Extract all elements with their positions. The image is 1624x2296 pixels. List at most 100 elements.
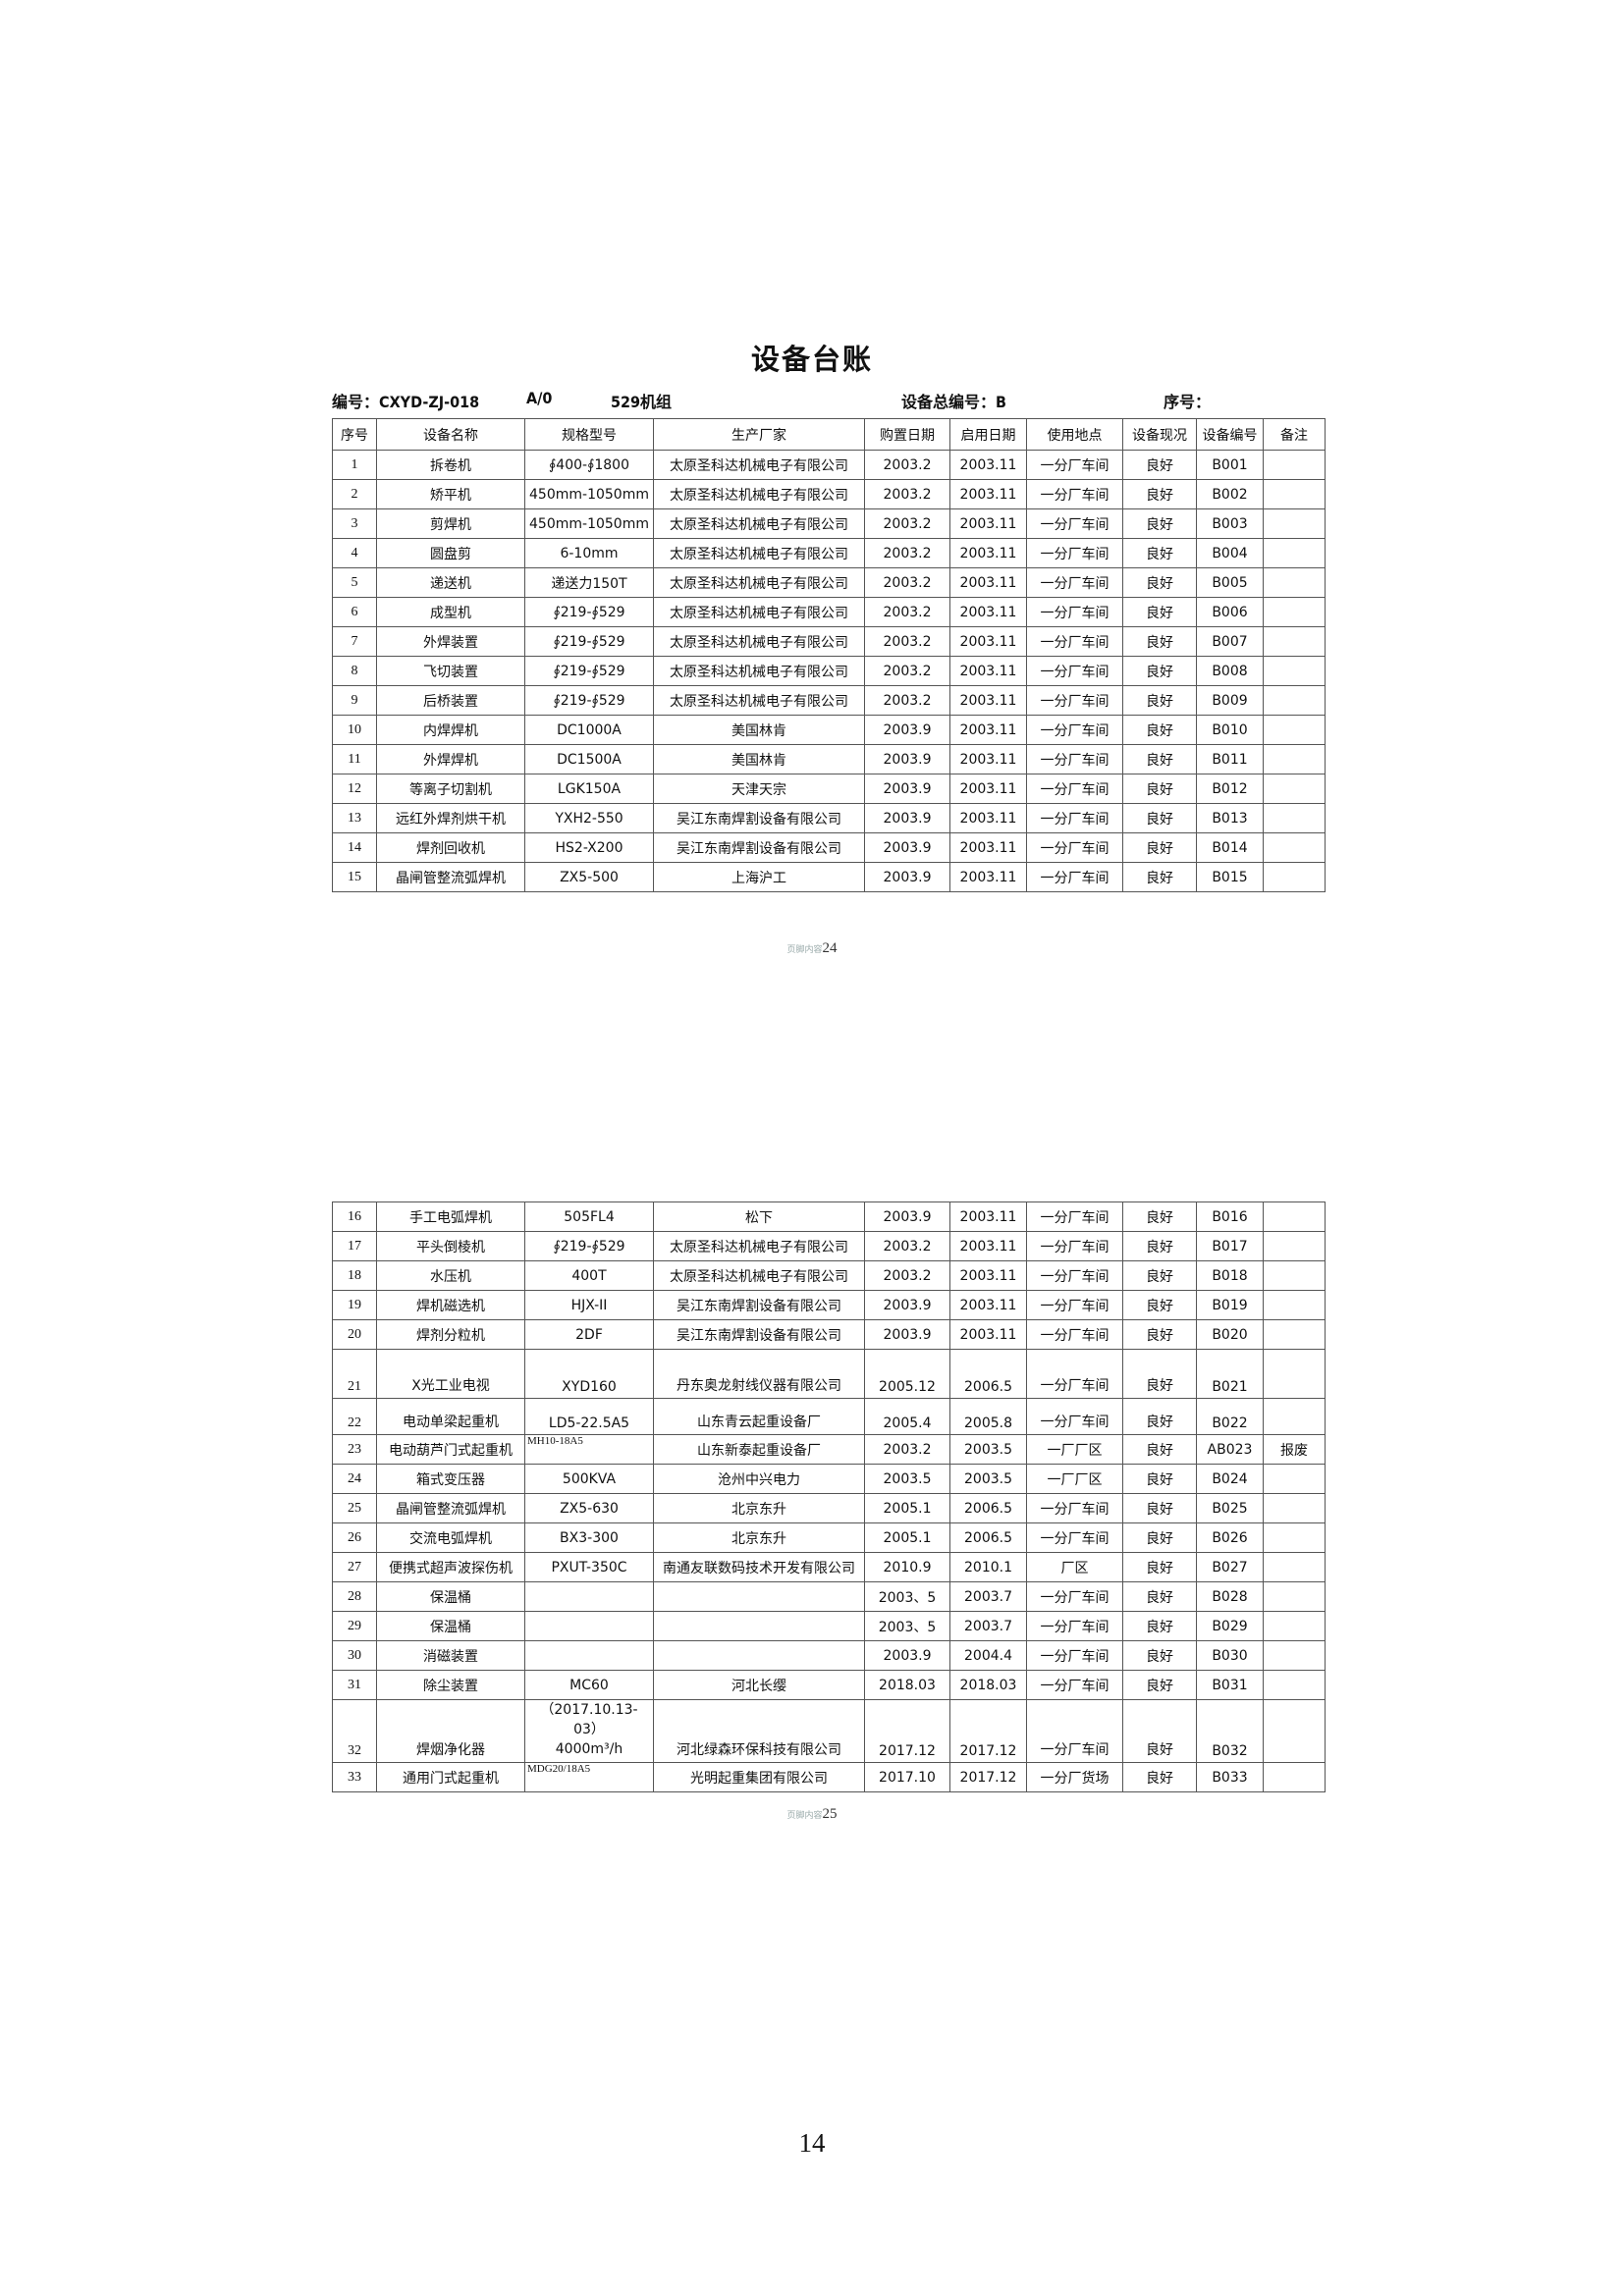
cell-location: 一分厂车间: [1026, 774, 1123, 804]
table-row: 20 焊剂分粒机 2DF 吴江东南焊割设备有限公司 2003.9 2003.11 一分厂车间…: [332, 1319, 1326, 1350]
cell-location: 一分厂车间: [1026, 744, 1123, 774]
cell-purchase-date: 2003.2: [864, 567, 950, 598]
cell-start-date: 2003.11: [949, 567, 1027, 598]
cell-status: 良好: [1122, 1640, 1197, 1671]
cell-status: 良好: [1122, 567, 1197, 598]
equipment-table-1: 序号 设备名称 规格型号 生产厂家 购置日期 启用日期 使用地点 设备现况 设备编号 备注 1 拆卷…: [332, 418, 1326, 892]
cell-status: 良好: [1122, 1581, 1197, 1612]
cell-status: 良好: [1122, 1349, 1197, 1399]
cell-status: 良好: [1122, 685, 1197, 716]
cell-purchase-date: 2003.9: [864, 803, 950, 833]
cell-equipment-code: B002: [1196, 479, 1264, 509]
cell-start-date: 2003.11: [949, 685, 1027, 716]
cell-manufacturer: 山东新泰起重设备厂: [653, 1434, 865, 1465]
cell-location: 一厂厂区: [1026, 1434, 1123, 1465]
cell-remark: [1263, 715, 1326, 745]
cell-manufacturer: 北京东升: [653, 1522, 865, 1553]
cell-remark: [1263, 538, 1326, 568]
cell-serial: 20: [332, 1319, 377, 1350]
cell-model: LGK150A: [524, 774, 654, 804]
doc-code: 编号：CXYD-ZJ-018: [332, 393, 480, 411]
cell-start-date: 2003.11: [949, 508, 1027, 539]
cell-remark: [1263, 774, 1326, 804]
cell-serial: 10: [332, 715, 377, 745]
table-row: 17 平头倒棱机 ∮219-∮529 太原圣科达机械电子有限公司 2003.2 2003.…: [332, 1231, 1326, 1261]
cell-purchase-date: 2005.12: [864, 1349, 950, 1399]
table-row: 30 消磁装置 2003.9 2004.4 一分厂车间 良好 B030: [332, 1640, 1326, 1671]
table-row: 9 后桥装置 ∮219-∮529 太原圣科达机械电子有限公司 2003.2 2003.11…: [332, 685, 1326, 716]
cell-model: [524, 1611, 654, 1641]
cell-remark: [1263, 862, 1326, 892]
table-row: 26 交流电弧焊机 BX3-300 北京东升 2005.1 2006.5 一分厂车间 良好 B0…: [332, 1522, 1326, 1553]
cell-model: [524, 1581, 654, 1612]
cell-name: 圆盘剪: [376, 538, 525, 568]
cell-model: HJX-II: [524, 1290, 654, 1320]
cell-remark: [1263, 685, 1326, 716]
cell-status: 良好: [1122, 1611, 1197, 1641]
cell-purchase-date: 2003.2: [864, 597, 950, 627]
cell-start-date: 2004.4: [949, 1640, 1027, 1671]
cell-equipment-code: B018: [1196, 1260, 1264, 1291]
cell-manufacturer: 太原圣科达机械电子有限公司: [653, 1231, 865, 1261]
cell-status: 良好: [1122, 538, 1197, 568]
cell-remark: [1263, 1349, 1326, 1399]
table-row: 29 保温桶 2003、5 2003.7 一分厂车间 良好 B029: [332, 1611, 1326, 1641]
cell-equipment-code: B017: [1196, 1231, 1264, 1261]
table-row: 28 保温桶 2003、5 2003.7 一分厂车间 良好 B028: [332, 1581, 1326, 1612]
cell-manufacturer: 太原圣科达机械电子有限公司: [653, 508, 865, 539]
cell-equipment-code: B015: [1196, 862, 1264, 892]
cell-serial: 25: [332, 1493, 377, 1523]
cell-serial: 7: [332, 626, 377, 657]
cell-status: 良好: [1122, 1552, 1197, 1582]
cell-manufacturer: 吴江东南焊割设备有限公司: [653, 832, 865, 863]
cell-equipment-code: B031: [1196, 1670, 1264, 1700]
cell-manufacturer: 山东青云起重设备厂: [653, 1398, 865, 1435]
cell-start-date: 2010.1: [949, 1552, 1027, 1582]
cell-model: ∮219-∮529: [524, 1231, 654, 1261]
cell-equipment-code: B008: [1196, 656, 1264, 686]
cell-manufacturer: 太原圣科达机械电子有限公司: [653, 685, 865, 716]
cell-manufacturer: [653, 1611, 865, 1641]
cell-purchase-date: 2003.9: [864, 1640, 950, 1671]
cell-manufacturer: 丹东奥龙射线仪器有限公司: [653, 1349, 865, 1399]
cell-model: ∮219-∮529: [524, 626, 654, 657]
cell-purchase-date: 2003.9: [864, 774, 950, 804]
table-row: 27 便携式超声波探伤机 PXUT-350C 南通友联数码技术开发有限公司 2010.9…: [332, 1552, 1326, 1582]
table-row: 24 箱式变压器 500KVA 沧州中兴电力 2003.5 2003.5 一厂厂区 良好 B02…: [332, 1464, 1326, 1494]
cell-name: 焊烟净化器: [376, 1699, 525, 1763]
cell-remark: [1263, 1493, 1326, 1523]
cell-equipment-code: B009: [1196, 685, 1264, 716]
cell-name: 拆卷机: [376, 450, 525, 480]
cell-name: 成型机: [376, 597, 525, 627]
table-row: 7 外焊装置 ∮219-∮529 太原圣科达机械电子有限公司 2003.2 2003.11…: [332, 626, 1326, 657]
cell-remark: [1263, 1762, 1326, 1792]
footer-prefix: 页脚内容: [786, 944, 823, 954]
cell-start-date: 2017.12: [949, 1699, 1027, 1763]
doc-revision: A/0: [526, 389, 553, 407]
cell-location: 一分厂车间: [1026, 597, 1123, 627]
cell-name: 飞切装置: [376, 656, 525, 686]
cell-start-date: 2003.11: [949, 1290, 1027, 1320]
table-row: 25 晶闸管整流弧焊机 ZX5-630 北京东升 2005.1 2006.5 一分厂车间 良好…: [332, 1493, 1326, 1523]
cell-name: 箱式变压器: [376, 1464, 525, 1494]
cell-serial: 1: [332, 450, 377, 480]
cell-remark: [1263, 1231, 1326, 1261]
cell-model: ∮219-∮529: [524, 597, 654, 627]
cell-location: 一分厂车间: [1026, 685, 1123, 716]
cell-location: 一分厂车间: [1026, 1260, 1123, 1291]
table-row: 3 剪焊机 450mm-1050mm 太原圣科达机械电子有限公司 2003.2 2003.…: [332, 508, 1326, 539]
cell-manufacturer: 美国林肯: [653, 744, 865, 774]
cell-start-date: 2003.11: [949, 1201, 1027, 1232]
cell-purchase-date: 2003.2: [864, 1434, 950, 1465]
header-manufacturer: 生产厂家: [653, 418, 865, 451]
cell-remark: [1263, 1522, 1326, 1553]
cell-remark: [1263, 832, 1326, 863]
cell-model: ∮400-∮1800: [524, 450, 654, 480]
cell-model: 450mm-1050mm: [524, 479, 654, 509]
cell-manufacturer: 太原圣科达机械电子有限公司: [653, 450, 865, 480]
cell-model: XYD160: [524, 1349, 654, 1399]
cell-manufacturer: 美国林肯: [653, 715, 865, 745]
cell-model: DC1000A: [524, 715, 654, 745]
table-row: 18 水压机 400T 太原圣科达机械电子有限公司 2003.2 2003.11 一分厂车间…: [332, 1260, 1326, 1291]
cell-location: 一分厂车间: [1026, 1581, 1123, 1612]
